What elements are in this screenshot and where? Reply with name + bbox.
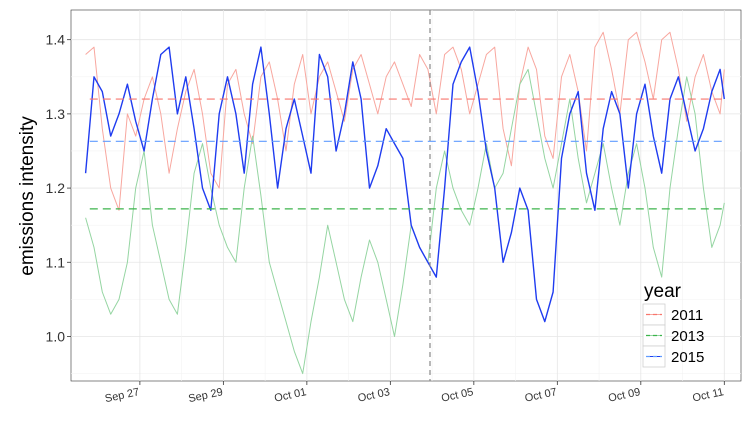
legend-label-2011: 2011 bbox=[671, 307, 703, 324]
mean-lines bbox=[89, 98, 727, 210]
series-line-2013 bbox=[85, 68, 725, 375]
x-axis: Sep 27 Sep 29 Oct 01 Oct 03 Oct 05 Oct 07 Oct … bbox=[104, 381, 725, 405]
y-tick-label: 1.4 bbox=[46, 32, 66, 48]
y-tick-label: 1.1 bbox=[46, 254, 66, 270]
y-tick-label: 1.2 bbox=[46, 180, 66, 196]
x-tick-label: Oct 01 bbox=[273, 386, 307, 404]
y-axis-title: emissions intensity bbox=[17, 116, 38, 276]
series-layer bbox=[84, 31, 725, 375]
series-line-2015 bbox=[84, 46, 725, 323]
series-line-2011 bbox=[85, 31, 725, 211]
grid bbox=[71, 10, 741, 381]
y-axis: 1.0 1.1 1.2 1.3 1.4 bbox=[46, 32, 71, 344]
x-tick-label: Oct 11 bbox=[692, 386, 725, 404]
x-tick-label: Oct 09 bbox=[607, 386, 641, 404]
x-tick-label: Oct 07 bbox=[524, 386, 558, 404]
x-tick-label: Sep 29 bbox=[187, 386, 224, 405]
legend: year 2011 2013 2015 bbox=[642, 281, 704, 368]
x-tick-label: Sep 27 bbox=[104, 386, 141, 405]
plot-panel bbox=[70, 9, 742, 382]
x-tick-label: Oct 05 bbox=[440, 386, 474, 404]
y-tick-label: 1.0 bbox=[46, 328, 66, 344]
legend-label-2013: 2013 bbox=[671, 328, 704, 345]
legend-title: year bbox=[644, 281, 682, 302]
legend-items: 2011 2013 2015 bbox=[642, 303, 704, 368]
legend-label-2015: 2015 bbox=[671, 349, 704, 366]
x-tick-label: Oct 03 bbox=[357, 386, 391, 404]
y-tick-label: 1.3 bbox=[46, 106, 66, 122]
